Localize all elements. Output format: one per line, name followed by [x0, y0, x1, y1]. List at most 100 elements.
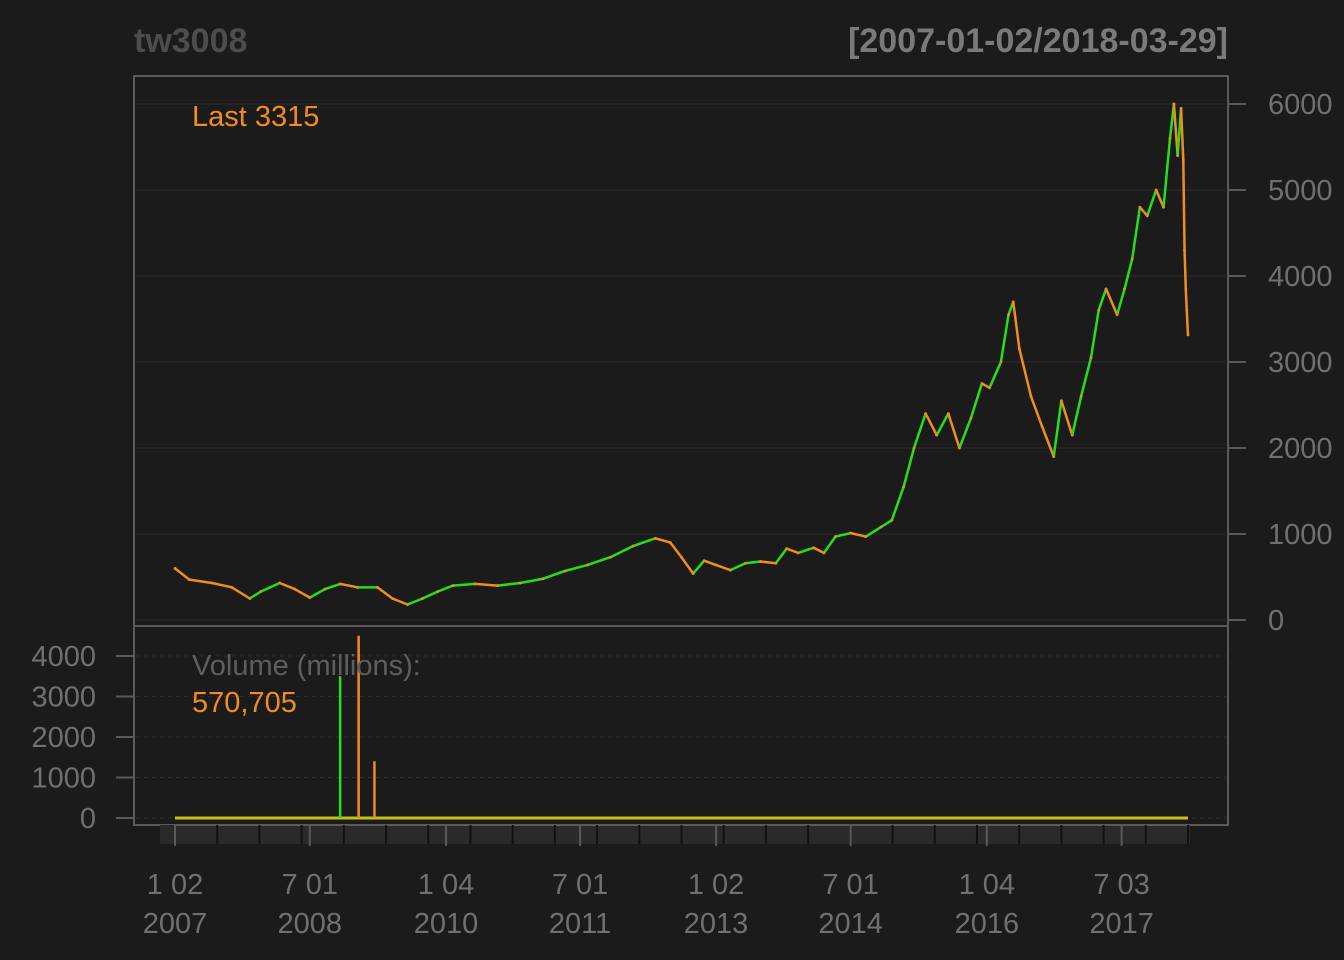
- price-point: [356, 585, 359, 589]
- price-segment: [473, 582, 499, 587]
- x-tick-label-top: 7 01: [282, 869, 338, 901]
- price-tick-label: 6000: [1268, 89, 1333, 121]
- price-segment: [680, 555, 695, 575]
- price-point: [1052, 455, 1056, 458]
- price-point: [1040, 425, 1044, 428]
- price-point: [1154, 188, 1158, 192]
- price-point: [323, 587, 327, 591]
- price-segment: [849, 531, 868, 538]
- price-segment: [436, 584, 455, 593]
- price-point: [609, 555, 612, 559]
- price-point: [173, 567, 177, 570]
- price-point: [785, 547, 789, 551]
- price-point: [691, 572, 695, 575]
- volume-tick-label: 3000: [31, 682, 96, 714]
- price-point: [1018, 347, 1021, 351]
- price-segment: [924, 412, 938, 437]
- price-point: [879, 525, 883, 529]
- price-segment: [421, 590, 439, 600]
- price-segment: [1179, 107, 1185, 162]
- price-point: [1184, 287, 1188, 291]
- price-point: [812, 546, 815, 550]
- price-segment: [1130, 205, 1142, 261]
- price-segment: [1146, 188, 1158, 218]
- price-point: [278, 581, 282, 585]
- price-point: [668, 541, 672, 544]
- price-tick-label: 3000: [1268, 347, 1333, 379]
- price-segment: [1182, 158, 1186, 252]
- price-point: [308, 596, 312, 600]
- price-segment: [890, 485, 905, 522]
- price-segment: [1184, 287, 1189, 312]
- price-point: [1097, 309, 1101, 312]
- price-point: [1007, 313, 1010, 317]
- price-segment: [822, 535, 837, 555]
- price-segment: [376, 586, 394, 600]
- price-segment: [958, 416, 973, 450]
- price-point: [1104, 287, 1108, 291]
- price-segment: [230, 586, 252, 600]
- price-point: [1185, 309, 1189, 312]
- price-point: [744, 561, 747, 565]
- price-point: [680, 555, 683, 559]
- price-segment: [912, 412, 927, 450]
- price-point: [1138, 205, 1142, 209]
- x-tick-label-top: 1 04: [418, 869, 474, 901]
- price-point: [1168, 137, 1172, 140]
- x-tick-label-bottom: 2011: [549, 908, 611, 940]
- price-point: [293, 587, 297, 591]
- price-segment: [999, 313, 1010, 364]
- price-tick-label: 1000: [1268, 519, 1333, 551]
- price-segment: [1011, 300, 1021, 351]
- price-segment: [1162, 137, 1172, 209]
- price-point: [864, 535, 868, 538]
- price-point: [473, 582, 477, 586]
- price-segment: [338, 582, 359, 589]
- price-segment: [988, 360, 1003, 390]
- price-segment: [1070, 395, 1083, 437]
- price-point: [822, 551, 826, 555]
- price-segment: [519, 577, 545, 585]
- price-point: [1029, 395, 1033, 398]
- price-segment: [496, 581, 522, 587]
- price-segment: [541, 569, 567, 580]
- x-tick-label-top: 7 01: [552, 869, 608, 901]
- price-axis: 0 1000 2000 3000 4000 5000 6000: [1228, 89, 1333, 637]
- price-segment: [1185, 309, 1190, 337]
- price-segment: [586, 555, 612, 567]
- price-gridlines: [136, 103, 1226, 621]
- price-segment: [969, 382, 984, 420]
- x-tick-label-top: 1 02: [147, 869, 203, 901]
- price-point: [834, 535, 837, 538]
- price-series: [173, 102, 1190, 606]
- price-segment: [935, 412, 950, 437]
- x-tick-label-bottom: 2008: [278, 908, 343, 940]
- price-point: [1089, 356, 1093, 360]
- x-tick-label-top: 1 02: [688, 869, 744, 901]
- price-segment: [947, 412, 961, 450]
- price-point: [969, 416, 973, 420]
- price-point: [902, 485, 906, 489]
- price-segment: [980, 382, 991, 390]
- price-segment: [1079, 356, 1093, 398]
- price-segment: [785, 547, 800, 555]
- x-tick-label-bottom: 2017: [1089, 908, 1154, 940]
- price-point: [1123, 287, 1126, 291]
- last-price-label: Last 3315: [192, 101, 319, 133]
- price-segment: [879, 518, 894, 529]
- price-segment: [563, 563, 589, 573]
- price-segment: [188, 578, 214, 585]
- price-point: [406, 603, 409, 606]
- price-segment: [669, 541, 683, 559]
- price-point: [631, 544, 635, 548]
- x-tick-label-top: 7 03: [1093, 869, 1149, 901]
- date-range: [2007-01-02/2018-03-29]: [848, 22, 1228, 60]
- price-point: [1059, 399, 1063, 403]
- price-tick-label: 4000: [1268, 261, 1333, 293]
- price-point: [999, 360, 1003, 364]
- price-point: [1070, 433, 1074, 437]
- price-point: [1115, 313, 1119, 317]
- price-point: [1079, 395, 1083, 398]
- price-tick-label: 5000: [1268, 175, 1333, 207]
